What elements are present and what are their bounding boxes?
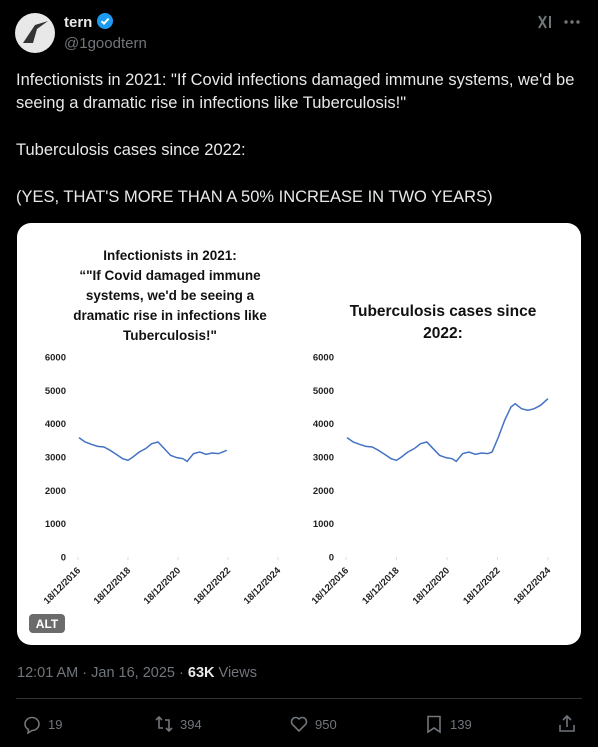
x-tick-label: 18/12/2020 (411, 565, 452, 606)
media-card[interactable]: Infectionists in 2021: “"If Covid damaged… (17, 223, 581, 645)
x-tick-label: 18/12/2016 (310, 565, 351, 606)
avatar[interactable] (15, 13, 55, 53)
views-label: Views (218, 665, 257, 681)
alt-badge (29, 614, 65, 633)
x-tick-label: 18/12/2018 (360, 565, 401, 606)
y-tick-label: 0 (329, 553, 334, 564)
tweet-text: Infectionists in 2021: "If Covid infecti… (16, 69, 582, 233)
user-name-text[interactable]: tern (64, 14, 93, 31)
y-tick-label: 2000 (45, 486, 66, 497)
y-tick-label: 4000 (45, 419, 66, 430)
repost-icon (155, 715, 173, 733)
data-line (346, 398, 549, 463)
bookmark-button[interactable]: 139 (424, 714, 472, 734)
chart-title: 2022: (423, 325, 463, 342)
y-tick-label: 0 (61, 553, 66, 564)
chart-title: Tuberculosis cases since (350, 303, 537, 320)
alt-badge-text: ALT (36, 617, 59, 631)
y-tick-label: 4000 (313, 419, 334, 430)
divider (16, 698, 582, 699)
x-tick-label: 18/12/2022 (461, 565, 502, 606)
share-button[interactable] (557, 714, 577, 734)
y-tick-label: 5000 (313, 386, 334, 397)
x-tick-label: 18/12/2020 (142, 565, 183, 606)
x-tick-label: 18/12/2022 (192, 565, 233, 606)
user-name[interactable]: tern (64, 13, 113, 31)
share-icon (559, 714, 575, 732)
y-tick-label: 2000 (313, 486, 334, 497)
tweet-paragraph: Infectionists in 2021: "If Covid infecti… (16, 71, 575, 112)
repost-count: 394 (180, 716, 202, 732)
tweet-meta: 12:01 AM · Jan 16, 2025 · 63K Views (17, 665, 257, 681)
tweet-paragraph: (YES, THAT'S MORE THAN A 50% INCREASE IN… (16, 188, 493, 206)
reply-count: 19 (48, 716, 63, 732)
more-icon[interactable] (562, 12, 582, 32)
x-tick-label: 18/12/2024 (512, 565, 554, 607)
like-count: 950 (315, 716, 337, 732)
like-button[interactable]: 950 (289, 714, 337, 734)
y-tick-label: 1000 (45, 519, 66, 530)
repost-button[interactable]: 394 (154, 714, 202, 734)
y-tick-label: 3000 (313, 453, 334, 464)
chart-title: “"If Covid damaged immune (79, 268, 261, 283)
tweet-paragraph: Tuberculosis cases since 2022: (16, 141, 246, 159)
x-tick-label: 18/12/2018 (92, 565, 133, 606)
verified-badge (96, 13, 113, 29)
reply-button[interactable]: 19 (22, 714, 62, 734)
grok-icon[interactable] (536, 12, 556, 32)
x-tick-label: 18/12/2024 (242, 565, 284, 607)
reply-icon (24, 716, 40, 734)
data-line (78, 437, 228, 463)
y-tick-label: 1000 (313, 519, 334, 530)
like-icon (290, 716, 308, 733)
x-tick-label: 18/12/2016 (42, 565, 83, 606)
user-handle[interactable]: @1goodtern (64, 35, 147, 52)
bookmark-count: 139 (450, 716, 472, 732)
y-tick-label: 6000 (45, 353, 66, 364)
y-tick-label: 5000 (45, 386, 66, 397)
timestamp[interactable]: 12:01 AM · Jan 16, 2025 · (17, 665, 188, 681)
chart-title: dramatic rise in infections like (73, 308, 267, 323)
views-count: 63K (187, 665, 215, 681)
y-tick-label: 6000 (313, 353, 334, 364)
chart-image: Infectionists in 2021: “"If Covid damaged… (29, 248, 554, 633)
chart-title: Infectionists in 2021: (103, 248, 237, 263)
y-tick-label: 3000 (45, 453, 66, 464)
chart-title: systems, we'd be seeing a (86, 288, 255, 303)
chart-title: Tuberculosis!" (123, 328, 217, 343)
bookmark-icon (427, 715, 441, 734)
